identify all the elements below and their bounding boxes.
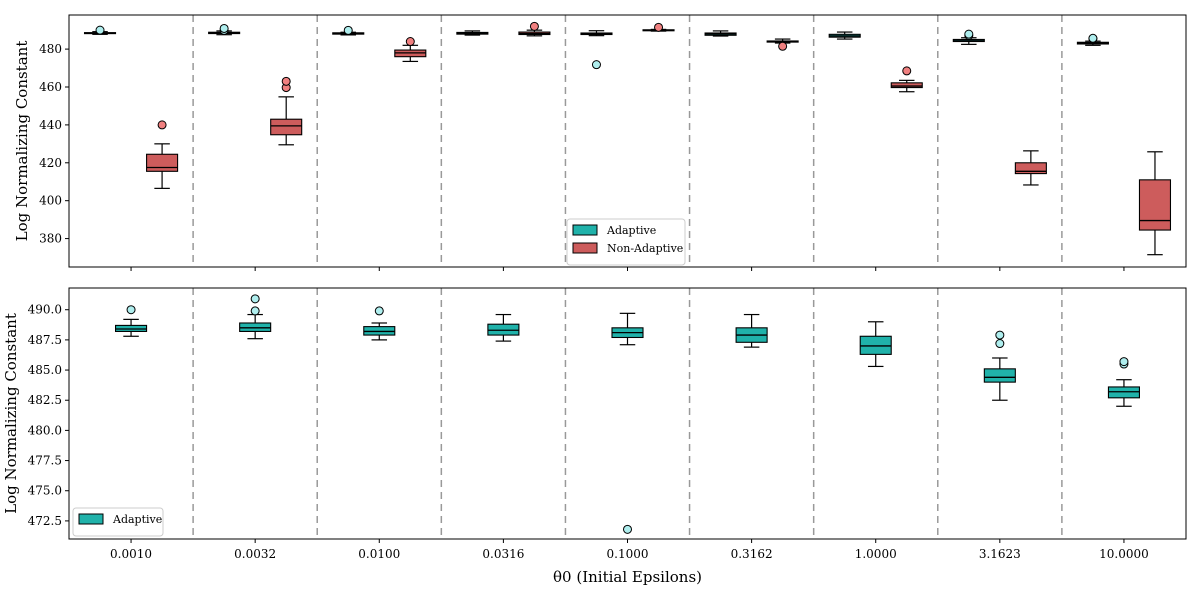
legend-swatch-adaptive [572,224,598,236]
box-adaptive-0.0010 [115,305,148,337]
outlier-point [250,294,260,304]
box-adaptive-10.0000 [1076,33,1109,46]
y-axis-label: Log Normalizing Constant [2,313,20,514]
box-non-adaptive-3.1623 [1014,150,1047,186]
outlier-point [219,23,229,33]
panel-bottom: 472.5 475.0 477.5 480.0 482.5 485.0 487.5 490.0… [2,287,1187,586]
x-tick-label: 1.0000 [855,547,897,561]
legend-swatch-non-adaptive [572,242,598,254]
panel-top: 380 400 420 440 460 480 Log Normalizing Consta… [13,14,1187,271]
legend-label: Adaptive [112,513,162,526]
outlier-point [95,25,105,35]
y-tick-label: 480.0 [28,423,62,437]
box-iqr [890,82,923,89]
box-adaptive-0.0032 [239,294,272,340]
outlier-point [591,60,601,70]
x-tick-label: 3.1623 [979,547,1021,561]
y-tick-label: 440 [39,118,62,132]
box-adaptive-0.1000 [611,312,644,534]
box-adaptive-0.0100 [363,306,396,341]
box-adaptive-0.0316 [456,30,489,36]
box-non-adaptive-10.0000 [1138,151,1172,256]
box-adaptive-3.1623 [983,330,1016,401]
outlier-point [343,25,353,35]
y-axis-label: Log Normalizing Constant [13,41,31,242]
box-adaptive-0.3162 [735,313,768,348]
legend: Adaptive Non-Adaptive [566,218,686,266]
box-adaptive-3.1623 [952,29,985,45]
outlier-point [964,29,974,39]
outlier-point [623,524,632,534]
legend-label: Non-Adaptive [607,242,683,255]
box-iqr [983,368,1016,383]
box-iqr [270,118,303,136]
box-adaptive-0.0100 [332,25,365,36]
box-non-adaptive-0.0032 [270,76,303,146]
box-non-adaptive-0.0100 [394,37,427,63]
box-adaptive-10.0000 [1107,357,1140,407]
x-tick-label: 0.0316 [482,547,524,561]
x-tick-label: 0.0010 [110,547,152,561]
box-iqr [1014,162,1047,175]
outlier-point [778,41,788,51]
legend: Adaptive [72,507,164,537]
y-tick-label: 477.5 [28,454,62,468]
box-adaptive-0.0010 [83,25,117,35]
y-tick-label: 487.5 [28,333,62,347]
box-non-adaptive-0.0316 [518,21,551,37]
outlier-point [654,22,664,32]
y-tick-label: 460 [39,80,62,94]
y-tick-label: 380 [39,232,62,246]
outlier-point [405,37,415,47]
y-tick-label: 420 [39,156,62,170]
y-tick-label: 475.0 [28,484,62,498]
plot-frame [68,14,1187,268]
box-iqr [146,153,179,172]
outlier-point [1088,33,1098,43]
box-adaptive-0.0316 [487,313,520,342]
box-adaptive-0.1000 [580,30,613,70]
outlier-point [157,120,167,130]
outlier-point [1119,357,1129,367]
outlier-point [374,306,384,316]
box-adaptive-0.0032 [208,23,241,36]
box-non-adaptive-0.1000 [642,22,675,32]
outlier-point [250,306,260,316]
x-tick-label: 0.3162 [731,547,773,561]
y-tick-label: 400 [39,194,62,208]
box-non-adaptive-1.0000 [890,66,923,93]
y-tick-label: 482.5 [28,393,62,407]
outlier-point [529,21,539,31]
plot-frame [68,287,1187,540]
legend-label: Adaptive [606,224,656,237]
outlier-point [995,330,1005,340]
y-tick-label: 485.0 [28,363,62,377]
outlier-point [902,66,912,76]
box-adaptive-1.0000 [859,321,892,368]
x-tick-label: 0.0100 [358,547,400,561]
box-adaptive-0.3162 [704,30,737,37]
outlier-point [995,339,1005,349]
x-axis-label: θ0 (Initial Epsilons) [553,568,702,586]
box-adaptive-1.0000 [828,31,861,40]
x-tick-label: 10.0000 [1099,547,1149,561]
x-tick-label: 0.1000 [607,547,649,561]
box-non-adaptive-0.0010 [146,120,179,189]
legend-swatch-adaptive [78,513,104,525]
x-tick-label: 0.0032 [234,547,276,561]
y-tick-label: 472.5 [28,514,62,528]
box-iqr [1138,179,1172,231]
outlier-point [281,76,291,86]
outlier-point [126,305,136,315]
box-non-adaptive-0.3162 [766,38,799,51]
y-tick-label: 480 [39,42,62,56]
y-tick-label: 490.0 [28,303,62,317]
